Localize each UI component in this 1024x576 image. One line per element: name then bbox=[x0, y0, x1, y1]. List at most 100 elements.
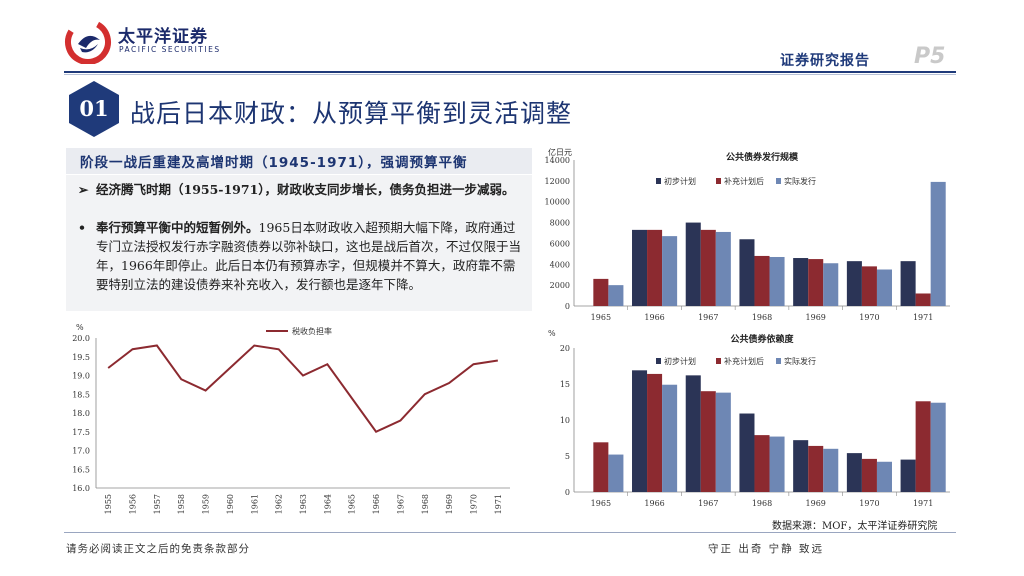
brand-name-cn: 太平洋证券 bbox=[118, 27, 208, 47]
bar-初步计划-1968 bbox=[739, 413, 755, 492]
legend-swatch bbox=[716, 178, 721, 184]
bar-实际发行-1965 bbox=[608, 454, 624, 492]
y-tick-label: 10 bbox=[560, 416, 570, 425]
bar-补充计划后-1967 bbox=[700, 391, 716, 492]
y-tick-label: 14000 bbox=[545, 156, 570, 165]
legend-label: 初步计划 bbox=[664, 176, 696, 186]
y-tick-label: 16.0 bbox=[72, 484, 90, 493]
bar-初步计划-1970 bbox=[846, 261, 862, 306]
bar-初步计划-1966 bbox=[632, 229, 648, 306]
bar-初步计划-1970 bbox=[846, 453, 862, 492]
bar-初步计划-1967 bbox=[685, 375, 701, 492]
y-tick-label: 16.5 bbox=[72, 465, 90, 474]
x-tick-label: 1960 bbox=[226, 494, 235, 514]
bond-dependency-bar-chart: % 公共债券依赖度 20 15 10 5 0 1965 1966 1967 1968 1969 1970… bbox=[548, 330, 950, 508]
y-tick-label: 20 bbox=[560, 344, 570, 353]
x-tick-label: 1970 bbox=[859, 499, 879, 508]
y-tick-label: 2000 bbox=[550, 281, 570, 290]
bar-补充计划后-1970 bbox=[861, 266, 877, 306]
report-type: 证券研究报告 bbox=[780, 53, 870, 69]
header-divider bbox=[64, 71, 956, 73]
x-tick-label: 1967 bbox=[698, 313, 718, 322]
bar-实际发行-1967 bbox=[715, 392, 731, 492]
bar-实际发行-1967 bbox=[715, 231, 731, 306]
bar-补充计划后-1971 bbox=[915, 401, 931, 492]
y-axis-unit: % bbox=[76, 323, 84, 332]
y-tick-label: 19.5 bbox=[72, 353, 90, 362]
bar-实际发行-1965 bbox=[608, 285, 624, 306]
x-tick-label: 1965 bbox=[348, 494, 357, 514]
x-tick-label: 1962 bbox=[275, 494, 284, 514]
y-tick-label: 0 bbox=[565, 488, 570, 497]
legend-label: 实际发行 bbox=[784, 356, 816, 366]
x-tick-label: 1966 bbox=[644, 499, 664, 508]
bar-补充计划后-1965 bbox=[593, 442, 609, 492]
bullet-2-bold: 奉行预算平衡中的短暂例外。 bbox=[96, 220, 259, 235]
bar-实际发行-1968 bbox=[769, 256, 785, 306]
x-tick-label: 1971 bbox=[494, 494, 503, 514]
bar-补充计划后-1967 bbox=[700, 229, 716, 306]
y-tick-label: 10000 bbox=[545, 198, 570, 207]
bar-补充计划后-1969 bbox=[808, 445, 824, 492]
bullet-1: ➢ 经济腾飞时期（1955-1971），财政收支同步增长，债务负担进一步减弱。 bbox=[78, 180, 520, 199]
text-panel bbox=[66, 175, 532, 311]
section-number: 01 bbox=[79, 96, 109, 121]
y-tick-label: 18.0 bbox=[72, 409, 90, 418]
bar-初步计划-1967 bbox=[685, 222, 701, 306]
x-tick-label: 1968 bbox=[421, 494, 430, 514]
bar-初步计划-1971 bbox=[900, 261, 916, 306]
bar-初步计划-1966 bbox=[632, 370, 648, 492]
subtitle: 阶段一战后重建及高增时期（1945-1971），强调预算平衡 bbox=[80, 155, 468, 171]
bullet-1-text: 经济腾飞时期（1955-1971），财政收支同步增长，债务负担进一步减弱。 bbox=[96, 182, 515, 197]
x-tick-label: 1964 bbox=[323, 494, 332, 514]
x-tick-label: 1961 bbox=[250, 494, 259, 514]
y-tick-label: 19.0 bbox=[72, 372, 90, 381]
legend-swatch bbox=[656, 358, 661, 364]
header-divider-thin bbox=[64, 74, 956, 75]
bar-实际发行-1971 bbox=[930, 402, 946, 492]
x-tick-label: 1969 bbox=[806, 313, 826, 322]
x-tick-label: 1966 bbox=[372, 494, 381, 514]
x-tick-label: 1966 bbox=[644, 313, 664, 322]
x-tick-label: 1969 bbox=[806, 499, 826, 508]
bar-实际发行-1970 bbox=[876, 461, 892, 492]
x-tick-label: 1971 bbox=[913, 313, 933, 322]
y-tick-label: 8000 bbox=[550, 219, 570, 228]
x-tick-label: 1968 bbox=[752, 499, 772, 508]
brand-name-en: PACIFIC SECURITIES bbox=[119, 45, 221, 54]
data-source: 数据来源：MOF，太平洋证券研究院 bbox=[772, 521, 938, 532]
x-tick-label: 1958 bbox=[177, 494, 186, 514]
legend-swatch bbox=[776, 358, 781, 364]
bar-初步计划-1968 bbox=[739, 239, 755, 306]
bar-补充计划后-1966 bbox=[647, 229, 663, 306]
bullet-2-text: 1965日本财政收入超预期大幅下降，政府通过专门立法授权发行赤字融资债券以弥补缺… bbox=[96, 220, 522, 292]
legend-label: 初步计划 bbox=[664, 356, 696, 366]
footer-disclaimer: 请务必阅读正文之后的免责条款部分 bbox=[66, 543, 250, 555]
arrow-bullet-icon: ➢ bbox=[78, 182, 89, 197]
bar-实际发行-1969 bbox=[823, 263, 839, 306]
x-tick-label: 1969 bbox=[445, 494, 454, 514]
x-tick-label: 1968 bbox=[752, 313, 772, 322]
y-tick-label: 12000 bbox=[545, 177, 570, 186]
y-tick-label: 15 bbox=[560, 380, 570, 389]
bar-实际发行-1966 bbox=[662, 384, 678, 492]
bar-补充计划后-1966 bbox=[647, 373, 663, 492]
y-tick-label: 18.5 bbox=[72, 390, 90, 399]
bar-实际发行-1969 bbox=[823, 448, 839, 492]
bar-补充计划后-1968 bbox=[754, 435, 770, 492]
x-tick-label: 1970 bbox=[859, 313, 879, 322]
y-tick-label: 0 bbox=[565, 302, 570, 311]
dot-bullet-icon: • bbox=[78, 220, 86, 235]
y-axis-unit: 亿日元 bbox=[548, 147, 572, 157]
bar-补充计划后-1969 bbox=[808, 259, 824, 306]
legend-label: 实际发行 bbox=[784, 176, 816, 186]
tax-burden-line-chart: % 20.0 19.5 19.0 18.5 18.0 17.5 17.0 16.5 16.0 195… bbox=[72, 323, 510, 514]
y-tick-label: 5 bbox=[565, 452, 570, 461]
bar-补充计划后-1970 bbox=[861, 458, 877, 492]
legend-label: 补充计划后 bbox=[724, 356, 764, 366]
pacific-securities-logo-icon bbox=[65, 19, 111, 64]
y-tick-label: 6000 bbox=[550, 239, 570, 248]
page-number: P5 bbox=[914, 44, 946, 69]
y-tick-label: 17.0 bbox=[72, 447, 90, 456]
legend-label: 补充计划后 bbox=[724, 176, 764, 186]
